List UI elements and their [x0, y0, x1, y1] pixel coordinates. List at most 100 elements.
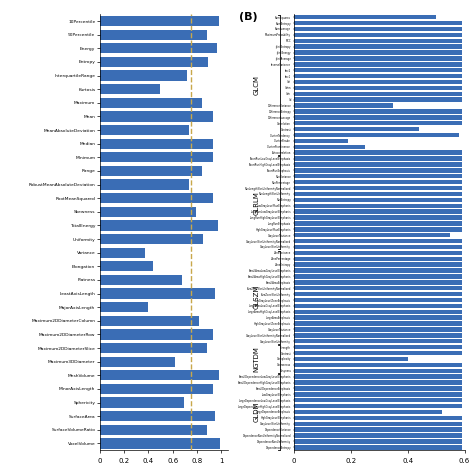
Bar [294, 174, 462, 179]
Bar [294, 357, 408, 361]
Bar [294, 215, 462, 220]
Bar [294, 310, 462, 314]
Bar [100, 98, 202, 108]
Bar [294, 416, 462, 420]
Bar [294, 203, 462, 208]
Bar [294, 256, 462, 261]
Bar [294, 115, 462, 119]
Bar [294, 321, 462, 326]
Bar [100, 356, 175, 367]
Bar [294, 91, 462, 96]
Bar [100, 329, 213, 339]
Bar [294, 369, 462, 373]
Bar [294, 392, 462, 397]
Bar [100, 384, 213, 394]
Bar [294, 33, 462, 37]
Bar [100, 193, 213, 203]
Bar [294, 62, 462, 66]
Bar [294, 186, 462, 190]
Bar [294, 86, 462, 90]
Bar [294, 363, 462, 367]
Bar [294, 56, 462, 61]
Bar [294, 333, 462, 337]
Bar [294, 74, 462, 78]
Bar [294, 150, 462, 155]
Bar [294, 286, 462, 291]
Bar [294, 380, 462, 385]
Bar [100, 316, 200, 326]
Bar [294, 280, 462, 284]
Bar [100, 343, 207, 353]
Bar [294, 251, 462, 255]
Bar [294, 198, 462, 202]
Bar [294, 210, 462, 214]
Bar [294, 292, 462, 296]
Bar [294, 162, 462, 167]
Bar [100, 71, 187, 81]
Bar [100, 438, 220, 448]
Bar [100, 16, 219, 26]
Bar [294, 27, 462, 31]
Bar [294, 374, 462, 379]
Bar [294, 433, 462, 438]
Bar [294, 45, 462, 49]
Bar [294, 168, 462, 173]
Bar [294, 316, 462, 320]
Bar [100, 138, 213, 149]
Bar [294, 133, 459, 137]
Bar [294, 180, 462, 184]
Bar [100, 398, 183, 408]
Bar [294, 263, 462, 267]
Bar [294, 304, 462, 308]
Bar [100, 166, 202, 176]
Bar [294, 404, 462, 408]
Bar [294, 339, 462, 344]
Bar [294, 109, 462, 114]
Bar [294, 445, 462, 449]
Text: GLDM: GLDM [253, 402, 259, 422]
Bar [294, 298, 462, 302]
Bar [294, 428, 462, 432]
Bar [294, 80, 462, 84]
Bar [100, 261, 153, 272]
Bar [294, 233, 450, 237]
Bar [100, 29, 207, 40]
Bar [294, 386, 462, 391]
Bar [100, 111, 213, 121]
Bar [100, 275, 182, 285]
Bar [294, 192, 462, 196]
Bar [294, 50, 462, 55]
Bar [294, 145, 365, 149]
Bar [294, 345, 462, 349]
Bar [294, 139, 348, 143]
Bar [294, 68, 462, 73]
Bar [100, 84, 161, 94]
Bar [294, 15, 436, 19]
Text: GLRLM: GLRLM [253, 191, 259, 215]
Bar [294, 127, 419, 131]
Bar [294, 410, 442, 414]
Bar [294, 327, 462, 332]
Bar [294, 227, 462, 231]
Bar [100, 289, 215, 299]
Bar [294, 21, 462, 25]
Bar [294, 245, 462, 249]
Bar [100, 180, 189, 190]
Bar [100, 425, 207, 435]
Bar [294, 98, 462, 102]
Text: (B): (B) [239, 12, 258, 22]
Bar [294, 221, 462, 226]
Bar [294, 274, 462, 279]
Bar [294, 103, 393, 108]
Bar [100, 370, 219, 381]
Bar [294, 398, 462, 402]
Text: NGTDM: NGTDM [253, 346, 259, 372]
Bar [294, 121, 462, 126]
Bar [100, 234, 203, 244]
Bar [294, 421, 462, 426]
Text: GLSZM: GLSZM [253, 285, 259, 310]
Bar [100, 247, 145, 258]
Bar [100, 125, 189, 135]
Bar [294, 38, 462, 43]
Bar [294, 439, 462, 444]
